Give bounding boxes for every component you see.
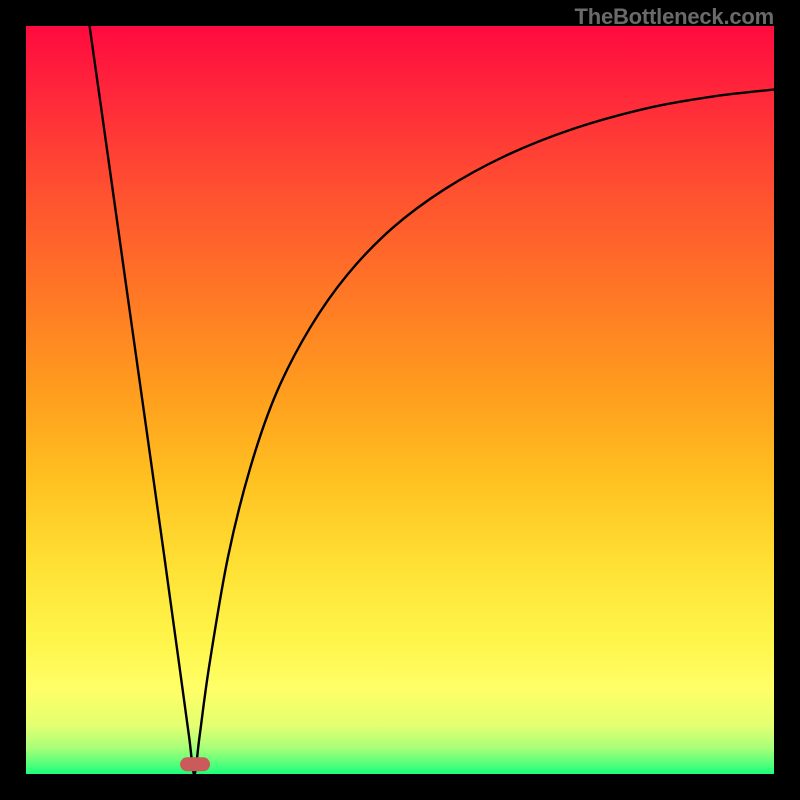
chart-svg [0,0,800,800]
watermark-text: TheBottleneck.com [574,4,774,30]
chart-container: TheBottleneck.com [0,0,800,800]
minimum-marker [180,757,210,771]
plot-background [26,26,774,774]
